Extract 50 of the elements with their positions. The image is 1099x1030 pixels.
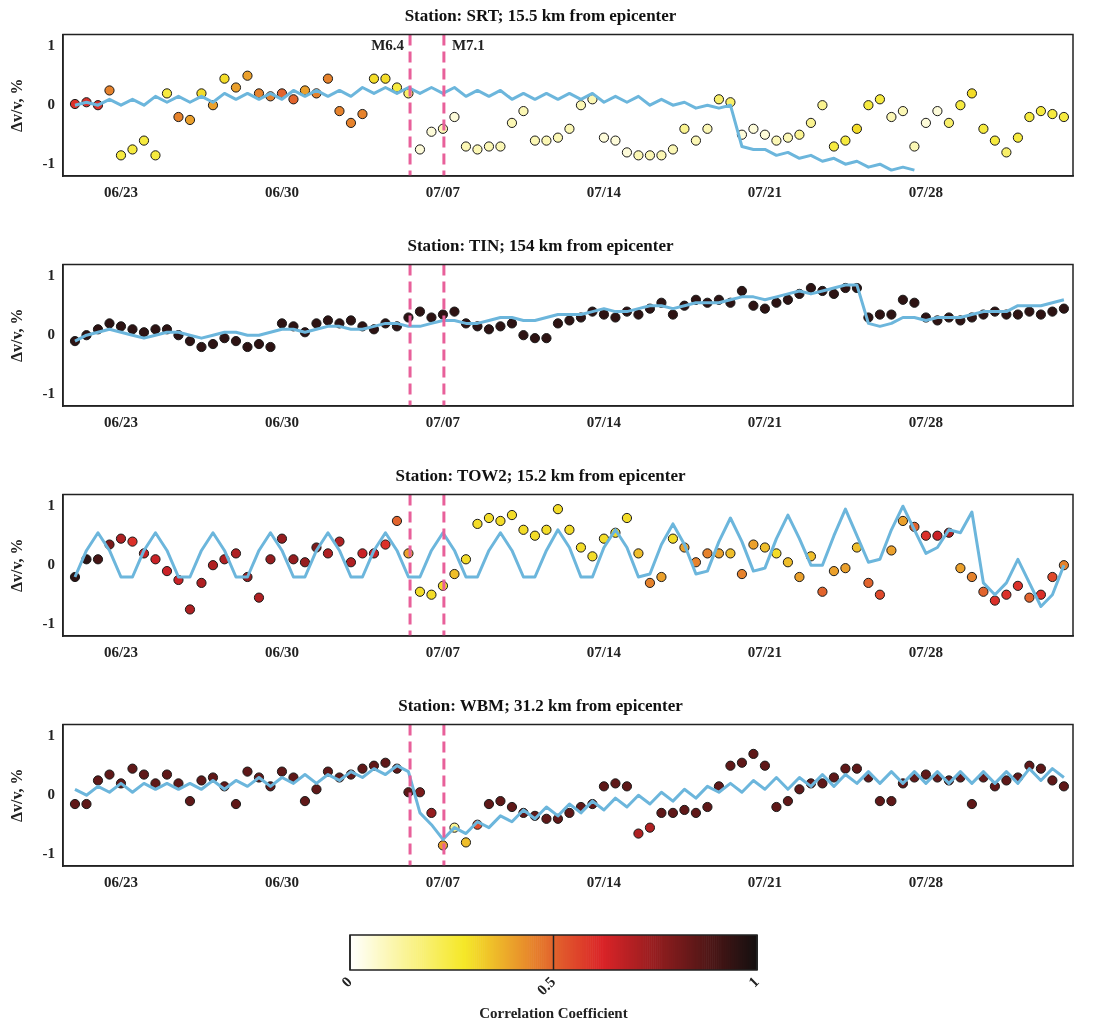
x-tick-label: 07/07	[425, 873, 461, 890]
x-tick-label: 07/14	[586, 873, 622, 890]
y-tick-label: 1	[47, 267, 55, 284]
x-tick-label: 06/30	[264, 643, 300, 660]
y-axis-title: Δv/v, %	[7, 308, 25, 362]
y-tick-label: -1	[42, 845, 55, 862]
x-tick-label: 06/30	[264, 183, 300, 200]
x-tick-label: 07/14	[586, 183, 622, 200]
y-tick-label: -1	[42, 155, 55, 172]
chart-title: Station: TIN; 154 km from epicenter	[407, 235, 675, 255]
color-bar-title: Correlation Coefficient	[479, 1005, 628, 1021]
x-tick-label: 06/23	[103, 873, 139, 890]
y-axis-title: Δv/v, %	[7, 768, 25, 822]
x-tick-label: 07/14	[586, 643, 622, 660]
y-tick-label: 0	[47, 786, 55, 803]
x-tick-label: 07/14	[586, 413, 622, 430]
x-tick-label: 06/23	[103, 643, 139, 660]
y-tick-label: 1	[47, 37, 55, 54]
y-tick-label: 1	[47, 727, 55, 744]
y-tick-label: 1	[47, 497, 55, 514]
y-tick-label: -1	[42, 385, 55, 402]
x-tick-label: 07/07	[425, 413, 461, 430]
ref-line-label: M6.4	[371, 36, 405, 53]
x-tick-label: 07/28	[908, 413, 943, 430]
x-tick-label: 07/28	[908, 183, 943, 200]
y-tick-label: -1	[42, 615, 55, 632]
x-tick-label: 07/21	[747, 873, 783, 890]
ref-line-label: M7.1	[451, 36, 485, 53]
chart-title: Station: SRT; 15.5 km from epicenter	[404, 5, 677, 25]
x-tick-label: 06/23	[103, 413, 139, 430]
x-tick-label: 07/21	[747, 643, 783, 660]
x-tick-label: 07/21	[747, 413, 783, 430]
x-tick-label: 07/28	[908, 873, 943, 890]
x-tick-label: 06/30	[264, 873, 300, 890]
x-tick-label: 06/23	[103, 183, 139, 200]
y-axis-title: Δv/v, %	[7, 78, 25, 132]
x-tick-label: 07/07	[425, 643, 461, 660]
chart-title: Station: WBM; 31.2 km from epicenter	[398, 695, 684, 715]
y-tick-label: 0	[47, 96, 55, 113]
y-axis-title: Δv/v, %	[7, 538, 25, 592]
color-bar-label: 0	[338, 973, 355, 991]
x-tick-label: 07/21	[747, 183, 783, 200]
color-bar-label: 0.5	[533, 973, 559, 999]
x-tick-label: 07/28	[908, 643, 943, 660]
x-tick-label: 07/07	[425, 183, 461, 200]
chart-title: Station: TOW2; 15.2 km from epicenter	[395, 465, 686, 485]
x-tick-label: 06/30	[264, 413, 300, 430]
y-tick-label: 0	[47, 326, 55, 343]
color-bar-label: 1	[745, 973, 762, 991]
y-tick-label: 0	[47, 556, 55, 573]
